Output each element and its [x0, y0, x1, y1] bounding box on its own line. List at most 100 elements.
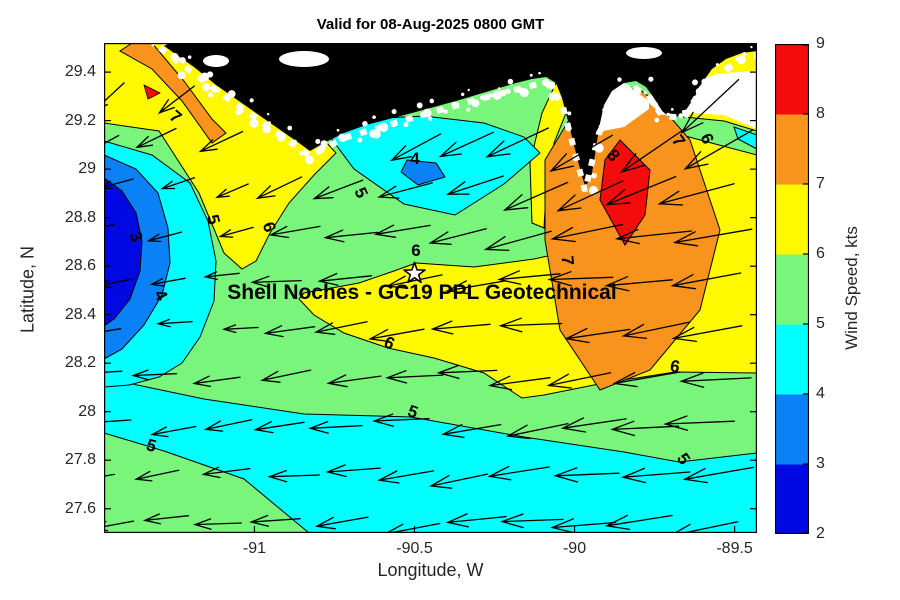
- wind-arrow: [104, 134, 120, 145]
- wind-arrow: [267, 469, 320, 483]
- wind-arrow: [312, 179, 364, 200]
- wind-arrow: [260, 369, 312, 383]
- wind-arrow: [389, 133, 442, 162]
- station-annotation: Shell Noches - GC19 PPL Geotechnical: [227, 281, 616, 304]
- y-tick-label: 28: [78, 402, 96, 420]
- wind-arrow: [682, 466, 755, 484]
- coast-speckle-group: [151, 43, 753, 195]
- wind-arrow: [134, 469, 180, 482]
- colorbar-tick-label: 2: [816, 525, 825, 542]
- wind-arrow: [104, 328, 122, 333]
- wind-arrow: [430, 320, 491, 335]
- wind-arrow: [146, 231, 183, 243]
- colorbar-segment: [775, 114, 809, 185]
- wind-arrow: [323, 229, 379, 243]
- nodata-wedge-east: [649, 71, 757, 129]
- wind-arrow: [385, 370, 444, 384]
- wind-arrow: [385, 274, 443, 289]
- wind-arrow: [255, 176, 303, 200]
- x-tick-label: -90.5: [396, 540, 433, 557]
- wind-arrow: [377, 182, 433, 199]
- x-axis-label: Longitude, W: [377, 560, 484, 580]
- contour-label: 7: [558, 255, 578, 266]
- wind-arrow: [556, 180, 624, 212]
- wind-arrow: [372, 413, 430, 427]
- colorbar-label: Wind Speed, kts: [842, 226, 861, 350]
- wind-arrow: [621, 467, 691, 484]
- wind-arrow: [428, 473, 489, 489]
- wind-arrow: [672, 228, 753, 247]
- wind-arrow: [483, 230, 552, 252]
- wind-arrow: [441, 423, 502, 439]
- wind-arrow: [679, 372, 752, 388]
- wind-arrow: [487, 375, 551, 391]
- wind-arrow: [377, 470, 435, 484]
- wind-arrow: [673, 521, 739, 533]
- wind-arrow: [663, 415, 735, 431]
- wind-arrow: [683, 129, 754, 170]
- wind-arrow: [604, 514, 673, 531]
- wind-arrow: [157, 85, 196, 115]
- colorbar-segment: [775, 394, 809, 465]
- coast-marsh-fringe: [158, 45, 757, 192]
- y-tick-label: 29.4: [64, 63, 96, 81]
- wind-arrow: [326, 374, 382, 388]
- wind-arrow: [215, 183, 249, 199]
- wind-arrow: [104, 82, 125, 107]
- wind-arrow: [436, 364, 498, 380]
- wind-arrow: [446, 175, 505, 195]
- colorbar: [774, 43, 810, 539]
- wind-arrow: [610, 420, 680, 437]
- wind-arrow: [553, 467, 620, 483]
- wind-arrow: [368, 328, 425, 343]
- wind-arrow: [149, 277, 186, 287]
- wind-arrow: [249, 514, 301, 527]
- wind-arrow: [192, 375, 241, 388]
- x-tick-label: -89.5: [716, 540, 753, 557]
- colorbar-tick-label: 3: [816, 455, 825, 472]
- wind-arrow: [670, 272, 742, 290]
- y-tick-label: 29.2: [64, 111, 96, 129]
- y-tick-label: 28.2: [64, 354, 96, 372]
- wind-arrow: [325, 464, 381, 478]
- wind-arrow: [373, 224, 431, 238]
- wind-arrow: [438, 131, 494, 158]
- wind-arrow: [253, 421, 305, 434]
- wind-arrow: [192, 518, 242, 530]
- wind-arrow: [487, 465, 550, 481]
- wind-arrow: [614, 228, 693, 245]
- y-tick-label: 28.4: [64, 305, 96, 323]
- y-tick-label: 27.6: [64, 499, 96, 517]
- wind-arrow: [104, 178, 134, 190]
- colorbar-tick-label: 9: [816, 35, 825, 52]
- wind-arrow: [104, 224, 115, 228]
- wind-arrow: [428, 228, 487, 245]
- wind-arrow: [263, 325, 316, 338]
- colorbar-segment: [775, 184, 809, 255]
- wind-arrow: [135, 127, 177, 149]
- wind-arrow: [505, 422, 569, 440]
- region-4-5kts-south: [104, 377, 757, 533]
- wind-arrow: [549, 134, 614, 172]
- wind-arrow: [150, 425, 197, 438]
- wind-arrow: [317, 272, 373, 286]
- wind-arrow: [308, 420, 363, 434]
- wind-arrow: [104, 520, 135, 532]
- y-tick-label: 29: [78, 160, 96, 178]
- wind-arrow: [619, 129, 684, 174]
- wind-arrow: [142, 513, 190, 525]
- wind-arrow: [203, 419, 253, 432]
- y-tick-label: 28.6: [64, 257, 96, 275]
- wind-arrow: [499, 513, 564, 529]
- wind-arrow: [550, 223, 624, 243]
- x-tick-label: -91: [242, 540, 266, 557]
- x-tick-label: -90: [562, 540, 587, 557]
- inland-lake: [626, 47, 662, 59]
- region-8-9kts-east-core: [599, 139, 651, 246]
- wind-quiver-arrows: [104, 78, 755, 533]
- inland-lake: [203, 55, 229, 67]
- wind-arrow: [314, 516, 369, 530]
- region-7-8kts-northwest-strip: [119, 43, 227, 144]
